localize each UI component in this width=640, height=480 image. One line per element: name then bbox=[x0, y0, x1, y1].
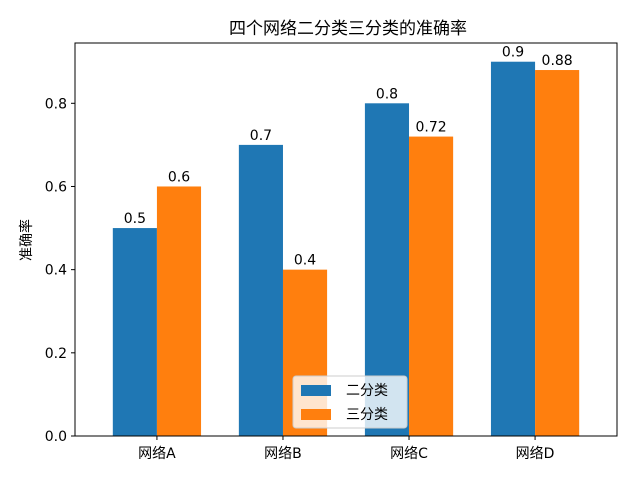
bar bbox=[238, 144, 283, 436]
y-axis-label: 准确率 bbox=[18, 219, 35, 261]
bar-value-label: 0.6 bbox=[168, 169, 190, 185]
bar-value-label: 0.72 bbox=[415, 120, 446, 136]
bar bbox=[535, 70, 580, 437]
legend-label: 二分类 bbox=[346, 383, 388, 399]
bar bbox=[490, 61, 536, 436]
legend-swatch bbox=[301, 409, 331, 420]
bar bbox=[112, 228, 157, 436]
plot-frame bbox=[74, 42, 618, 437]
chart-title: 四个网络二分类三分类的准确率 bbox=[229, 19, 467, 39]
bar-value-label: 0.4 bbox=[294, 253, 316, 269]
legend-swatch bbox=[301, 385, 331, 396]
x-tick-label: 网络B bbox=[264, 446, 302, 462]
bar bbox=[156, 186, 202, 436]
bar-value-label: 0.9 bbox=[502, 45, 524, 61]
bar-value-label: 0.8 bbox=[376, 86, 398, 102]
bar-value-label: 0.88 bbox=[542, 53, 573, 69]
bar bbox=[409, 136, 454, 437]
y-tick-label: 0.6 bbox=[45, 179, 67, 195]
x-tick-label: 网络A bbox=[138, 446, 176, 462]
plot-area: 0.0 0.2 0.4 0.6 0.8 网络A 网络B 网络C 网络D 0.5 0.7 0.8 0.9 0… bbox=[45, 45, 580, 462]
x-tick-label: 网络C bbox=[390, 446, 428, 462]
y-tick-label: 0.2 bbox=[45, 346, 67, 362]
x-tick-label: 网络D bbox=[516, 446, 555, 462]
legend-label: 三分类 bbox=[346, 407, 388, 423]
y-tick-label: 0.0 bbox=[45, 429, 67, 445]
bar-value-label: 0.7 bbox=[250, 128, 272, 144]
bar-value-label: 0.5 bbox=[124, 211, 146, 227]
y-tick-label: 0.8 bbox=[45, 96, 67, 112]
y-tick-label: 0.4 bbox=[45, 263, 67, 279]
legend: 二分类三分类 bbox=[292, 375, 408, 429]
